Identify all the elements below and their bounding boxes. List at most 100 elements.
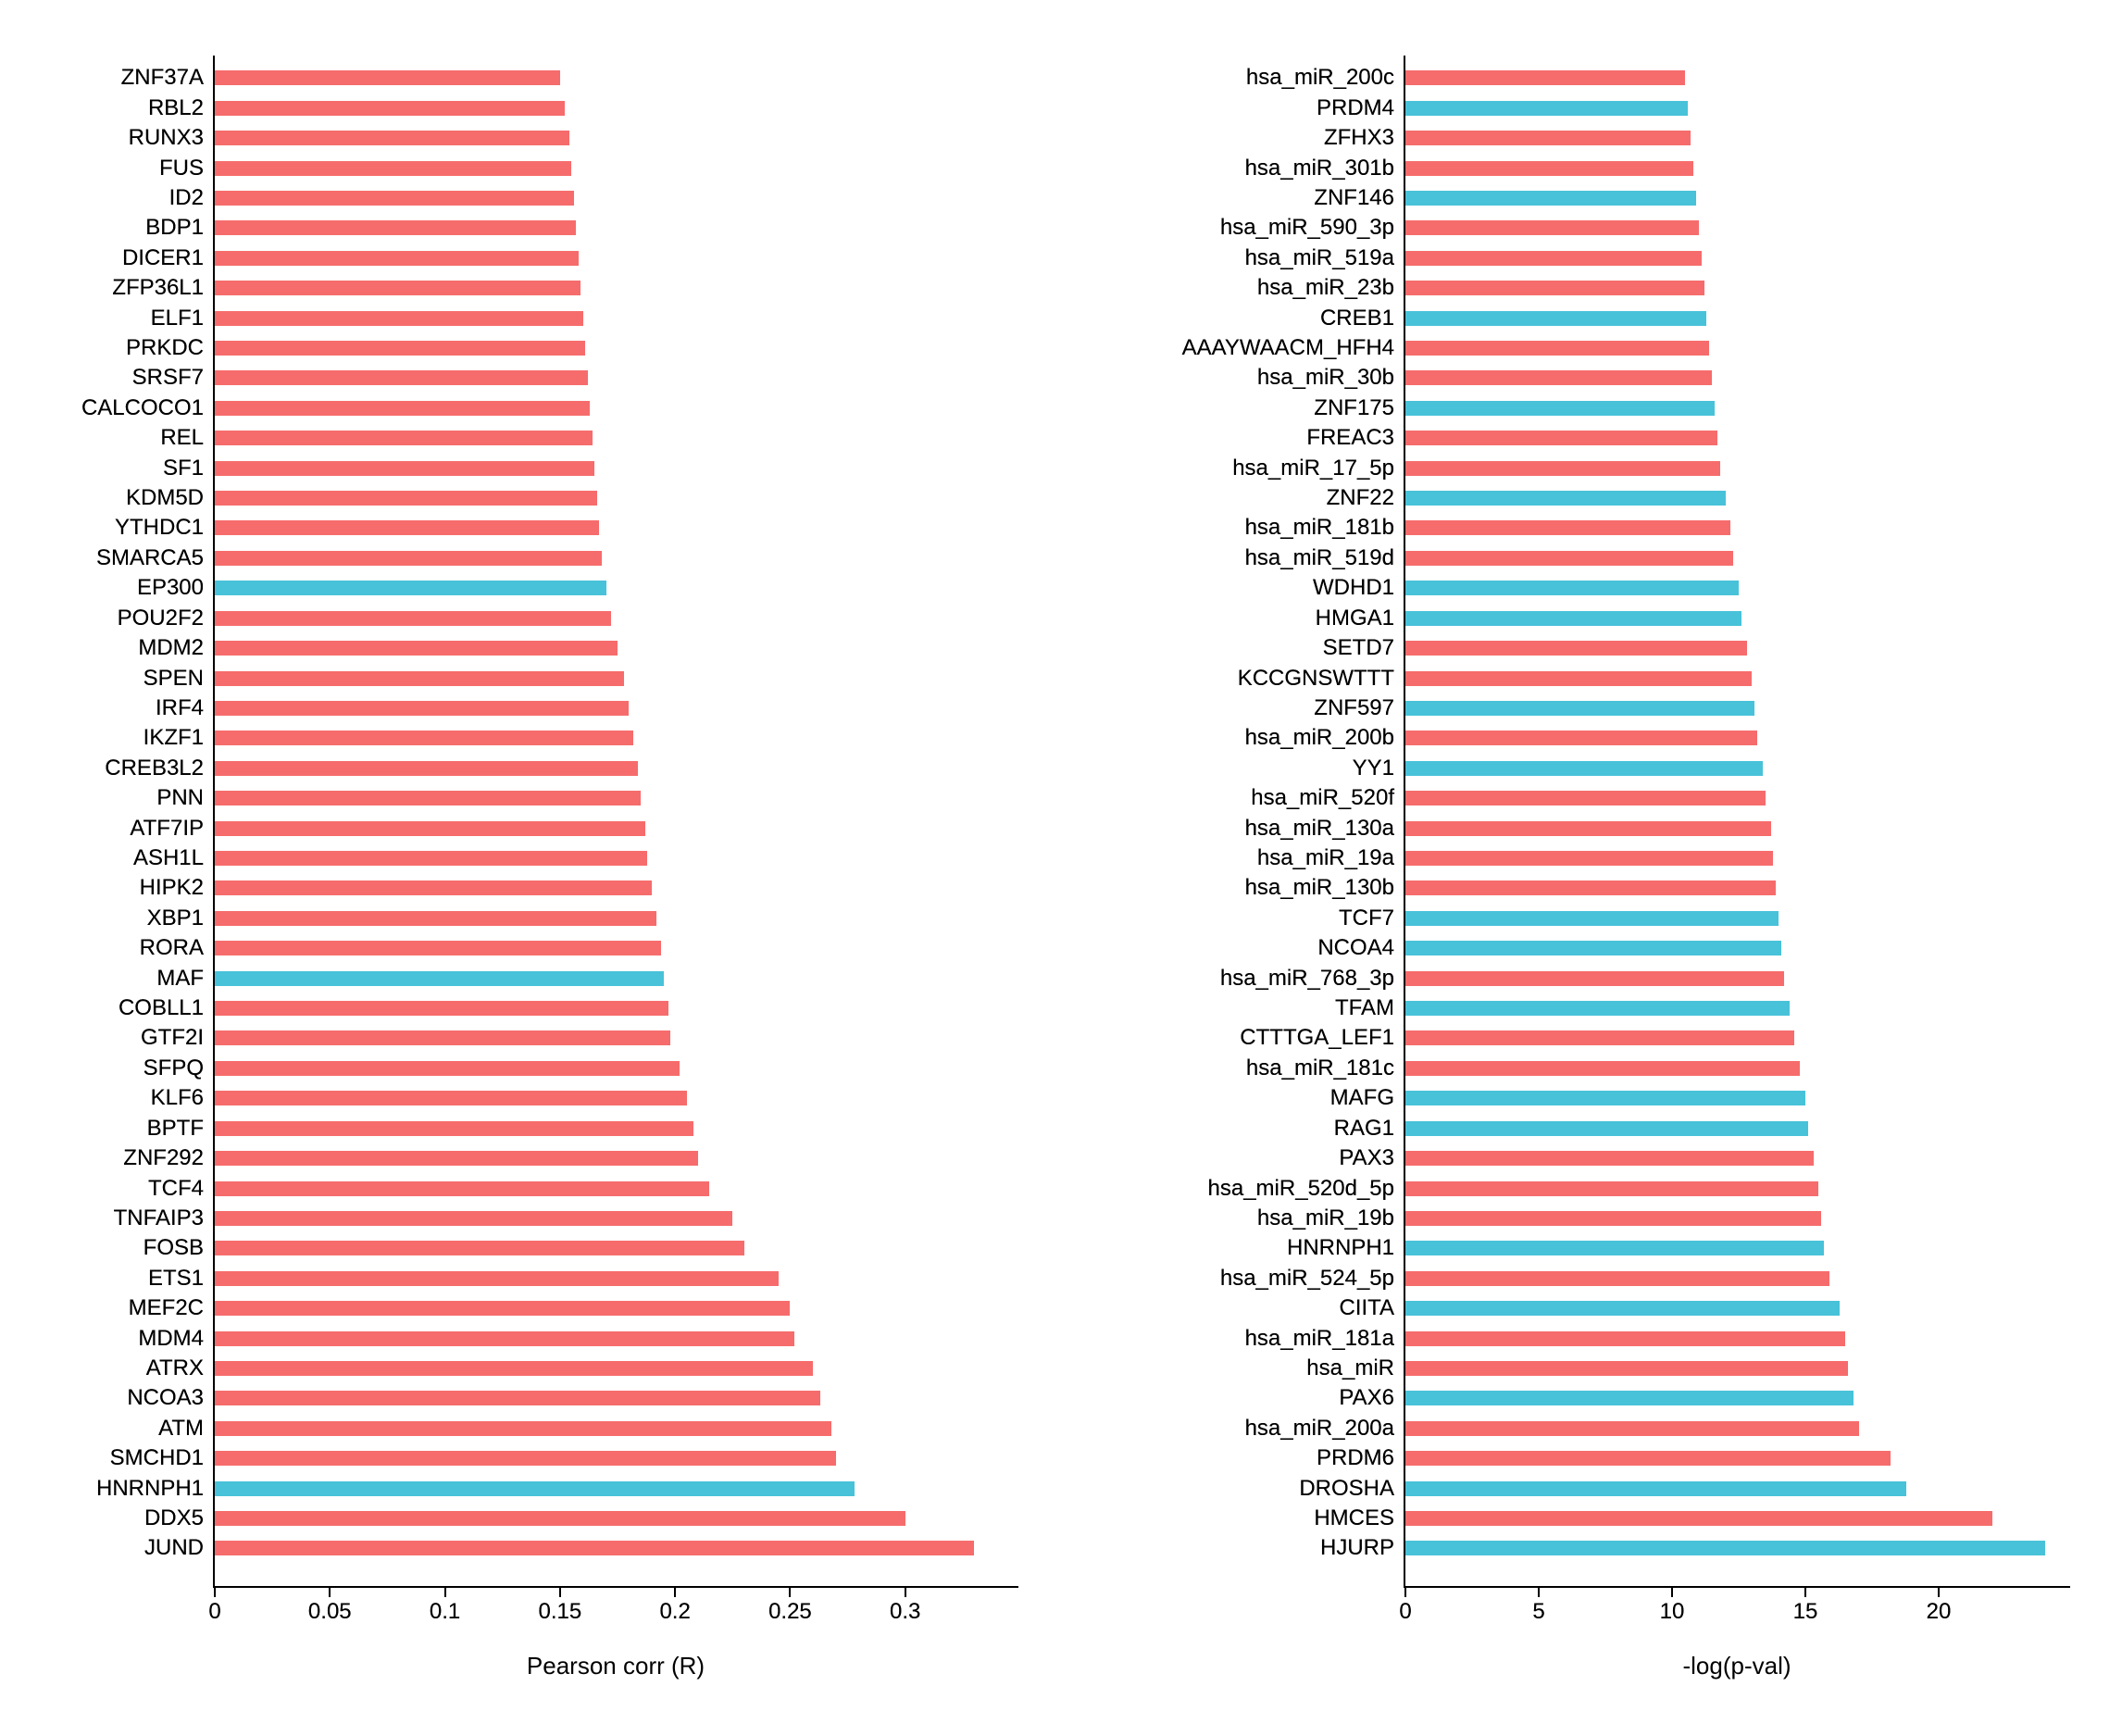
y-tick-label: YTHDC1 xyxy=(115,513,204,543)
y-tick-label: MAF xyxy=(156,964,204,993)
bar xyxy=(1405,461,1720,476)
y-tick-label: MDM2 xyxy=(138,633,204,663)
bar xyxy=(215,1391,820,1405)
y-tick-label: hsa_miR_200b xyxy=(1245,723,1394,753)
bar xyxy=(1405,1301,1840,1316)
bar xyxy=(215,1211,732,1226)
y-tick-label: KCCGNSWTTT xyxy=(1238,664,1394,693)
bar xyxy=(1405,1391,1854,1405)
y-tick-label: TCF4 xyxy=(148,1174,204,1204)
y-tick-label: DROSHA xyxy=(1299,1474,1394,1504)
bar xyxy=(215,1361,813,1376)
y-tick-label: ATM xyxy=(158,1414,204,1443)
bar xyxy=(215,461,594,476)
y-tick-label: SMARCA5 xyxy=(96,543,204,573)
bar xyxy=(215,1181,709,1196)
bar xyxy=(215,551,602,566)
bar xyxy=(1405,1151,1814,1166)
y-tick-label: CREB3L2 xyxy=(105,754,204,783)
x-tick-label: 0.3 xyxy=(890,1599,920,1625)
bar xyxy=(1405,1241,1824,1255)
bar xyxy=(215,1511,905,1526)
bar xyxy=(215,370,588,385)
bar xyxy=(215,731,633,745)
y-tick-label: FREAC3 xyxy=(1306,423,1394,453)
y-tick-label: RBL2 xyxy=(148,94,204,123)
bar xyxy=(1405,551,1733,566)
left-plot-area: ZNF37ARBL2RUNX3FUSID2BDP1DICER1ZFP36L1EL… xyxy=(213,56,1018,1588)
right-x-axis-label: -log(p-val) xyxy=(1682,1652,1791,1680)
y-tick-label: hsa_miR_768_3p xyxy=(1220,964,1394,993)
bar xyxy=(1405,101,1688,116)
bar xyxy=(1405,370,1712,385)
y-tick-label: HIPK2 xyxy=(140,873,204,903)
y-tick-label: ZNF22 xyxy=(1327,483,1394,513)
y-tick-label: HNRNPH1 xyxy=(96,1474,204,1504)
bar xyxy=(215,341,585,356)
bar xyxy=(215,701,629,716)
x-tick xyxy=(1671,1586,1673,1597)
bar xyxy=(1405,701,1754,716)
bar xyxy=(215,641,618,656)
y-tick-label: ATRX xyxy=(146,1354,204,1383)
y-tick-label: hsa_miR_181a xyxy=(1245,1324,1394,1354)
bar xyxy=(1405,1481,1906,1496)
y-tick-label: TCF7 xyxy=(1339,904,1394,933)
bar xyxy=(1405,70,1685,85)
y-tick-label: CALCOCO1 xyxy=(81,393,204,423)
y-tick-label: ZNF597 xyxy=(1314,693,1394,723)
y-tick-label: EP300 xyxy=(137,573,204,603)
y-tick-label: SPEN xyxy=(144,664,204,693)
right-plot-area: hsa_miR_200cPRDM4ZFHX3hsa_miR_301bZNF146… xyxy=(1404,56,2070,1588)
x-tick xyxy=(444,1586,446,1597)
bar xyxy=(1405,431,1717,445)
bar xyxy=(215,520,599,535)
bar xyxy=(215,761,638,776)
bar xyxy=(1405,401,1715,416)
bar xyxy=(215,1301,790,1316)
y-tick-label: ZNF146 xyxy=(1314,183,1394,213)
bar xyxy=(215,581,606,595)
bar xyxy=(1405,911,1779,926)
x-tick xyxy=(905,1586,906,1597)
bar xyxy=(1405,671,1752,686)
x-tick xyxy=(559,1586,561,1597)
bar xyxy=(215,101,565,116)
y-tick-label: hsa_miR_590_3p xyxy=(1220,213,1394,243)
bar xyxy=(1405,1271,1829,1286)
x-tick-label: 0.25 xyxy=(768,1599,812,1625)
y-tick-label: DDX5 xyxy=(144,1504,204,1533)
y-tick-label: AAAYWAACM_HFH4 xyxy=(1182,333,1394,363)
x-tick-label: 0 xyxy=(1399,1599,1411,1625)
y-tick-label: ZNF175 xyxy=(1314,393,1394,423)
x-tick-label: 20 xyxy=(1927,1599,1952,1625)
right-panel: hsa_miR_200cPRDM4ZFHX3hsa_miR_301bZNF146… xyxy=(1061,56,2122,1588)
y-tick-label: FOSB xyxy=(144,1233,204,1263)
bar xyxy=(215,1451,836,1466)
bar xyxy=(1405,880,1776,895)
bar xyxy=(215,1481,855,1496)
y-tick-label: CIITA xyxy=(1339,1293,1394,1323)
bar xyxy=(215,1331,794,1346)
y-tick-label: hsa_miR_23b xyxy=(1257,273,1394,303)
bar xyxy=(1405,251,1702,266)
y-tick-label: NCOA3 xyxy=(127,1383,204,1413)
bar xyxy=(1405,1451,1891,1466)
x-tick-label: 5 xyxy=(1532,1599,1544,1625)
y-tick-label: YY1 xyxy=(1353,754,1394,783)
y-tick-label: hsa_miR_524_5p xyxy=(1220,1264,1394,1293)
bar xyxy=(215,431,593,445)
y-tick-label: IKZF1 xyxy=(144,723,204,753)
y-tick-label: PRDM6 xyxy=(1317,1443,1394,1473)
bar xyxy=(215,191,574,206)
bar xyxy=(215,971,664,986)
y-tick-label: SFPQ xyxy=(144,1054,204,1083)
bar xyxy=(215,281,580,295)
x-tick-label: 0.15 xyxy=(538,1599,581,1625)
y-tick-label: hsa_miR_130b xyxy=(1245,873,1394,903)
bar xyxy=(1405,520,1730,535)
x-tick-label: 0.1 xyxy=(430,1599,460,1625)
y-tick-label: CTTTGA_LEF1 xyxy=(1240,1023,1394,1053)
y-tick-label: BDP1 xyxy=(145,213,204,243)
y-tick-label: GTF2I xyxy=(141,1023,204,1053)
